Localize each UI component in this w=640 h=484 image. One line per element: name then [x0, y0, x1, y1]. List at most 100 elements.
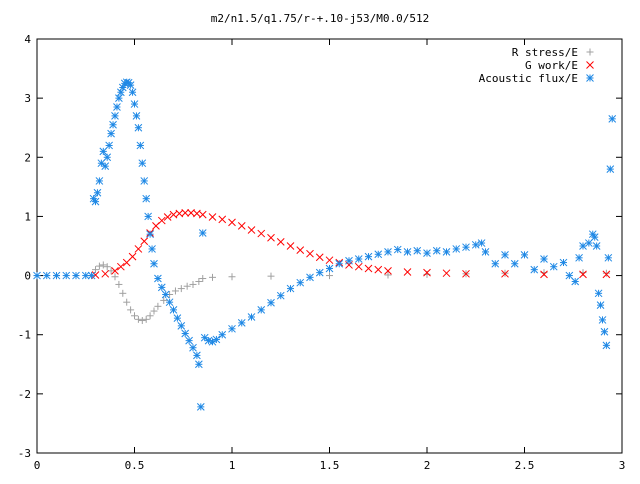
data-point [198, 210, 207, 219]
data-point [132, 112, 141, 120]
legend-marker [586, 61, 594, 69]
data-point [177, 285, 185, 293]
data-point [423, 268, 431, 277]
data-point [218, 215, 227, 224]
series-2 [33, 78, 617, 411]
data-point [163, 213, 172, 221]
data-point [594, 289, 603, 298]
data-point [142, 194, 151, 203]
data-point [189, 343, 197, 352]
data-point [91, 197, 100, 206]
data-point [142, 315, 150, 323]
data-point [99, 147, 108, 156]
data-point [345, 256, 353, 265]
data-point [212, 335, 221, 344]
data-point [209, 273, 216, 281]
data-point [354, 255, 363, 263]
data-point [602, 269, 610, 277]
series-1 [91, 209, 611, 279]
data-point [115, 280, 123, 288]
data-point [134, 245, 143, 253]
data-point [165, 298, 174, 307]
data-point [101, 269, 110, 278]
data-point [462, 269, 470, 278]
data-point [579, 270, 587, 279]
data-point [276, 291, 285, 300]
data-point [198, 229, 207, 237]
data-point [501, 251, 509, 259]
data-point [200, 333, 209, 342]
data-point [228, 218, 236, 227]
y-tick-label: 0 [24, 270, 31, 283]
data-point [228, 324, 236, 333]
data-point [160, 296, 168, 304]
legend-label: R stress/E [512, 46, 578, 59]
data-point [602, 341, 611, 350]
data-point [247, 226, 256, 234]
data-point [128, 252, 137, 261]
data-point [604, 253, 613, 262]
y-tick-label: 3 [24, 92, 31, 105]
data-point [364, 264, 373, 273]
legend-label: G work/E [525, 59, 578, 72]
y-tick-label: 2 [24, 151, 31, 164]
data-point [276, 238, 285, 246]
data-point [157, 216, 166, 225]
data-point [171, 287, 179, 295]
data-point [193, 209, 201, 218]
data-point [196, 403, 205, 411]
data-point [193, 351, 201, 360]
data-point [136, 141, 145, 150]
data-point [598, 316, 607, 324]
data-point [335, 259, 344, 268]
data-point [393, 245, 402, 254]
data-point [33, 271, 41, 280]
data-point [481, 248, 490, 256]
data-point [122, 258, 131, 267]
data-point [596, 301, 605, 309]
data-point [111, 273, 119, 281]
data-point [501, 269, 509, 278]
x-tick-label: 2 [424, 459, 431, 472]
data-point [138, 317, 146, 325]
data-point [169, 210, 178, 219]
data-point [130, 100, 139, 108]
data-point [584, 239, 593, 247]
data-point [95, 177, 104, 185]
legend-label: Acoustic flux/E [479, 72, 578, 85]
data-point [107, 129, 115, 138]
data-point [52, 271, 61, 280]
data-point [540, 270, 548, 279]
data-point [199, 275, 207, 283]
data-point [140, 177, 149, 185]
data-point [571, 277, 580, 286]
data-point [177, 321, 186, 330]
data-point [154, 274, 162, 283]
x-tick-label: 2.5 [515, 459, 535, 472]
data-point [364, 252, 373, 261]
y-tick-label: -2 [18, 388, 31, 401]
data-point [99, 261, 107, 269]
data-point [606, 165, 615, 173]
data-point [247, 313, 256, 321]
data-point [81, 271, 90, 280]
data-point [384, 248, 392, 256]
data-point [471, 240, 480, 249]
data-point [257, 229, 266, 238]
data-point [286, 242, 295, 250]
data-point [131, 312, 138, 320]
data-point [325, 256, 334, 265]
data-point [413, 246, 422, 255]
data-point [602, 270, 611, 279]
data-point [148, 245, 156, 253]
data-point [150, 259, 158, 268]
data-point [237, 222, 246, 230]
data-point [208, 337, 217, 346]
data-point [590, 233, 599, 241]
data-point [510, 259, 519, 268]
data-point [134, 123, 143, 132]
data-point [530, 265, 539, 274]
